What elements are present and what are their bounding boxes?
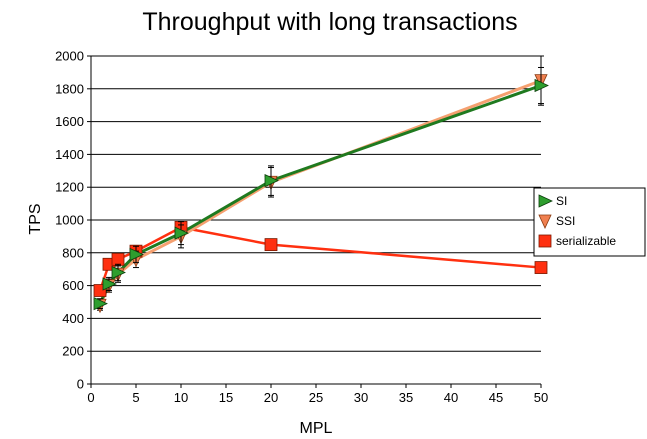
y-tick-label: 200 [62,344,84,359]
x-axis-label: MPL [300,420,333,437]
data-point-serializable [534,261,548,274]
series-si-markers [93,66,549,311]
y-tick-label: 1200 [55,180,84,195]
x-tick-label: 20 [264,390,278,405]
data-point-si [264,174,279,188]
data-point-si [174,226,189,240]
series-si-group [98,84,542,305]
data-point-si [93,297,108,311]
x-tick-label: 25 [309,390,323,405]
legend-box [533,187,646,257]
x-tick-label: 0 [87,390,94,405]
y-tick-label: 800 [62,245,84,260]
legend-label-si: SI [556,194,567,208]
y-tick-label: 0 [77,377,84,392]
x-tick-label: 15 [219,390,233,405]
legend-marker-serializable [538,234,552,248]
x-tick-label: 40 [444,390,458,405]
legend: SI SSI serializable [533,187,646,257]
legend-label-ssi: SSI [556,214,575,228]
data-point-si [534,78,549,93]
y-tick-label: 1800 [55,81,84,96]
x-tick-label: 5 [132,390,139,405]
legend-label-serializable: serializable [556,234,616,248]
data-point-serializable [264,238,278,252]
y-tick-label: 1400 [55,147,84,162]
y-tick-label: 400 [62,311,84,326]
data-point-si [111,265,126,280]
data-point-si [129,247,144,262]
data-point-serializable [111,252,125,266]
y-tick-label: 600 [62,278,84,293]
series-line-serializable [98,226,542,291]
series-line-ssi [98,79,542,306]
y-axis-label: TPS [27,203,44,234]
x-tick-label: 10 [174,390,188,405]
legend-marker-si [538,194,553,208]
x-tick-label: 45 [489,390,503,405]
x-tick-label: 35 [399,390,413,405]
y-tick-label: 2000 [55,49,84,64]
series-serializable-group [98,226,542,291]
series-line-si [98,84,542,305]
series-layer [93,55,549,314]
x-axis-ticks: 0 5 10 15 20 25 30 35 40 45 50 [87,384,548,405]
y-tick-label: 1600 [55,114,84,129]
x-tick-label: 50 [534,390,548,405]
data-point-si [102,277,117,291]
x-tick-label: 30 [354,390,368,405]
series-ssi-markers [93,55,548,314]
y-tick-label: 1000 [55,213,84,228]
y-axis-ticks: 0 200 400 600 800 1000 1200 1400 1600 1800 2000 [55,49,91,392]
grid-lines [91,55,541,352]
chart-title: Throughput with long transactions [142,8,517,36]
legend-marker-ssi [538,214,552,229]
series-ssi-group [98,79,542,306]
